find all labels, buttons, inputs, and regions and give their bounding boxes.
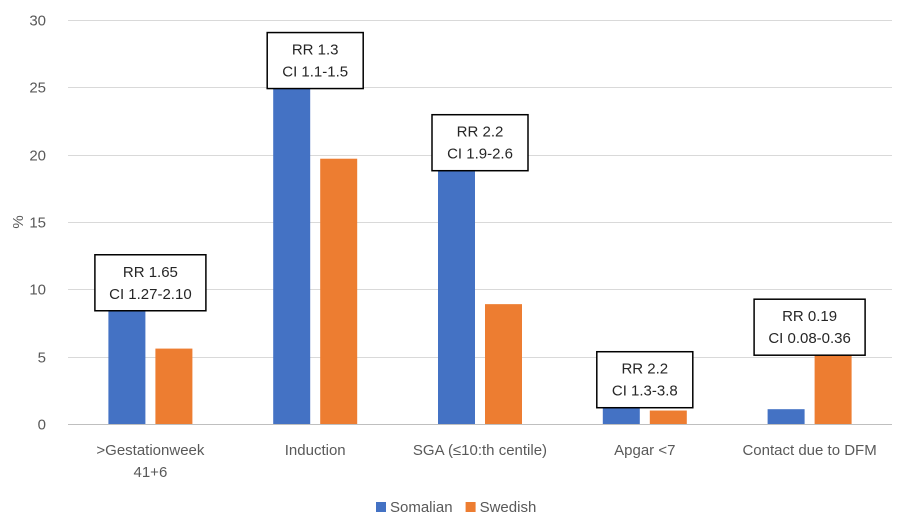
annotation-border bbox=[431, 113, 529, 172]
legend-label: Swedish bbox=[480, 499, 537, 516]
bar-somalian-0 bbox=[108, 298, 146, 424]
annotation-box: RR 1.65 CI 1.27-2.10 bbox=[94, 254, 207, 312]
annotation-line: CI 1.1-1.5 bbox=[282, 64, 348, 81]
legend-swatch bbox=[465, 502, 476, 512]
bar-somalian-1 bbox=[273, 76, 311, 424]
y-tick-label: 25 bbox=[29, 80, 46, 97]
legend-label: Somalian bbox=[390, 499, 453, 516]
bar-swedish-4 bbox=[814, 343, 852, 424]
legend-item-swedish: Swedish bbox=[465, 499, 537, 516]
annotation-line: CI 0.08-0.36 bbox=[768, 330, 851, 347]
y-tick-label: 5 bbox=[38, 350, 46, 367]
bar-swedish-3 bbox=[649, 410, 687, 424]
bar-swedish-0 bbox=[155, 348, 193, 424]
x-category-label-line: >Gestationweek bbox=[96, 442, 204, 459]
x-category-label: Apgar <7 bbox=[614, 442, 675, 459]
annotation-box: RR 2.2 CI 1.9-2.6 bbox=[431, 113, 529, 172]
bar-swedish-2 bbox=[485, 304, 522, 424]
y-axis-ticks: 0 5 10 15 20 25 30 bbox=[29, 13, 46, 434]
x-category-label-line: Contact due to DFM bbox=[742, 442, 876, 459]
annotation-line: RR 1.65 bbox=[123, 264, 178, 281]
annotation-box: RR 2.2 CI 1.3-3.8 bbox=[596, 350, 694, 409]
annotation-border bbox=[596, 350, 694, 409]
y-axis-title: % bbox=[10, 215, 27, 228]
annotation-line: RR 2.2 bbox=[457, 124, 504, 141]
annotation-line: RR 1.3 bbox=[292, 42, 339, 59]
annotation-border bbox=[266, 31, 364, 90]
x-category-label: >Gestationweek 41+6 bbox=[96, 442, 204, 481]
y-tick-label: 20 bbox=[29, 148, 46, 165]
annotation-box: RR 1.3 CI 1.1-1.5 bbox=[266, 31, 364, 90]
x-category-label-line: SGA (≤10:th centile) bbox=[413, 442, 547, 459]
y-tick-label: 10 bbox=[29, 282, 46, 299]
bars bbox=[108, 76, 852, 424]
bar-somalian-2 bbox=[438, 158, 475, 424]
legend-item-somalian: Somalian bbox=[376, 499, 453, 516]
annotation-box: RR 0.19 CI 0.08-0.36 bbox=[753, 298, 866, 356]
annotations: RR 1.65 CI 1.27-2.10 RR 1.3 CI 1.1-1.5 RR 2.… bbox=[94, 31, 866, 409]
x-category-label: Contact due to DFM bbox=[742, 442, 876, 459]
legend: Somalian Swedish bbox=[376, 499, 536, 516]
x-axis-labels: >Gestationweek 41+6 Induction SGA (≤10:th c… bbox=[96, 442, 876, 481]
annotation-line: CI 1.9-2.6 bbox=[447, 146, 513, 163]
annotation-line: RR 0.19 bbox=[782, 308, 837, 325]
x-category-label-line: Induction bbox=[285, 442, 346, 459]
bar-swedish-1 bbox=[320, 158, 358, 424]
annotation-line: CI 1.27-2.10 bbox=[109, 286, 192, 303]
annotation-border bbox=[94, 254, 207, 312]
y-tick-label: 0 bbox=[38, 417, 46, 434]
y-tick-label: 15 bbox=[29, 215, 46, 232]
x-category-label: SGA (≤10:th centile) bbox=[413, 442, 547, 459]
x-category-label-line: Apgar <7 bbox=[614, 442, 675, 459]
x-category-label-line: 41+6 bbox=[134, 464, 168, 481]
bar-somalian-4 bbox=[767, 409, 805, 424]
legend-swatch bbox=[376, 502, 386, 512]
annotation-line: CI 1.3-3.8 bbox=[612, 383, 678, 400]
x-category-label: Induction bbox=[285, 442, 346, 459]
y-tick-label: 30 bbox=[29, 13, 46, 30]
annotation-border bbox=[753, 298, 866, 356]
annotation-line: RR 2.2 bbox=[621, 361, 668, 378]
